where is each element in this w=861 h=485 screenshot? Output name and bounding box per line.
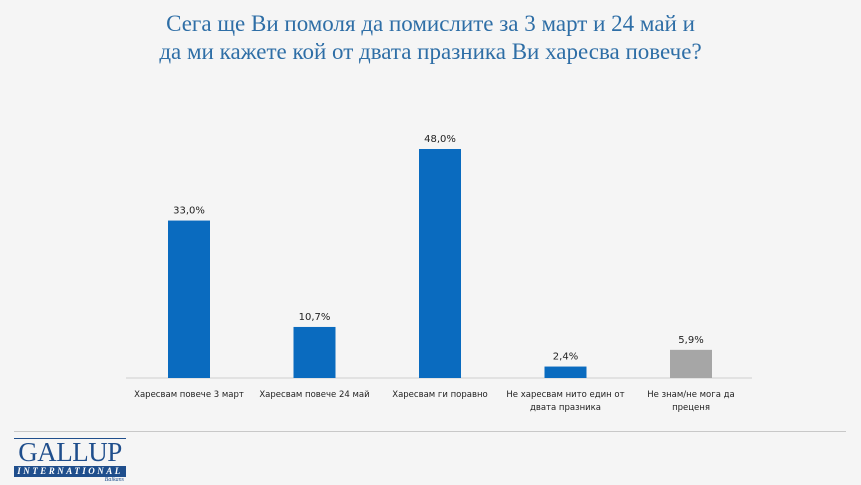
category-label: Харесвам ги поравно (392, 390, 487, 400)
category-label: Не знам/не мога да (647, 390, 734, 400)
bar (544, 366, 587, 378)
category-label: Харесвам повече 3 март (134, 390, 244, 400)
bar (670, 349, 712, 378)
category-label: двата празника (530, 403, 601, 413)
category-label: Харесвам повече 24 май (259, 390, 369, 400)
bar (168, 220, 210, 378)
data-label: 5,9% (678, 335, 703, 346)
bar (293, 326, 336, 378)
logo-gallup-text: GALLUP (18, 437, 122, 467)
data-label: 33,0% (173, 206, 205, 217)
logo-rule (14, 438, 126, 439)
data-label: 10,7% (299, 312, 331, 323)
chart-title: Сега ще Ви помоля да помислите за 3 март… (0, 10, 861, 66)
footer-divider (14, 431, 846, 432)
category-label: преценя (672, 403, 710, 413)
chart-title-line-2: да ми кажете кой от двата празника Ви ха… (159, 39, 702, 64)
data-label: 2,4% (553, 352, 578, 363)
data-label: 48,0% (424, 134, 456, 145)
gallup-logo: GALLUP INTERNATIONAL Balkans (12, 436, 128, 484)
bar (419, 149, 461, 378)
logo-balkans-text: Balkans (104, 477, 124, 483)
logo-international-text: INTERNATIONAL (14, 466, 126, 477)
category-label: Не харесвам нито един от (506, 390, 624, 400)
chart-title-line-1: Сега ще Ви помоля да помислите за 3 март… (166, 11, 695, 36)
